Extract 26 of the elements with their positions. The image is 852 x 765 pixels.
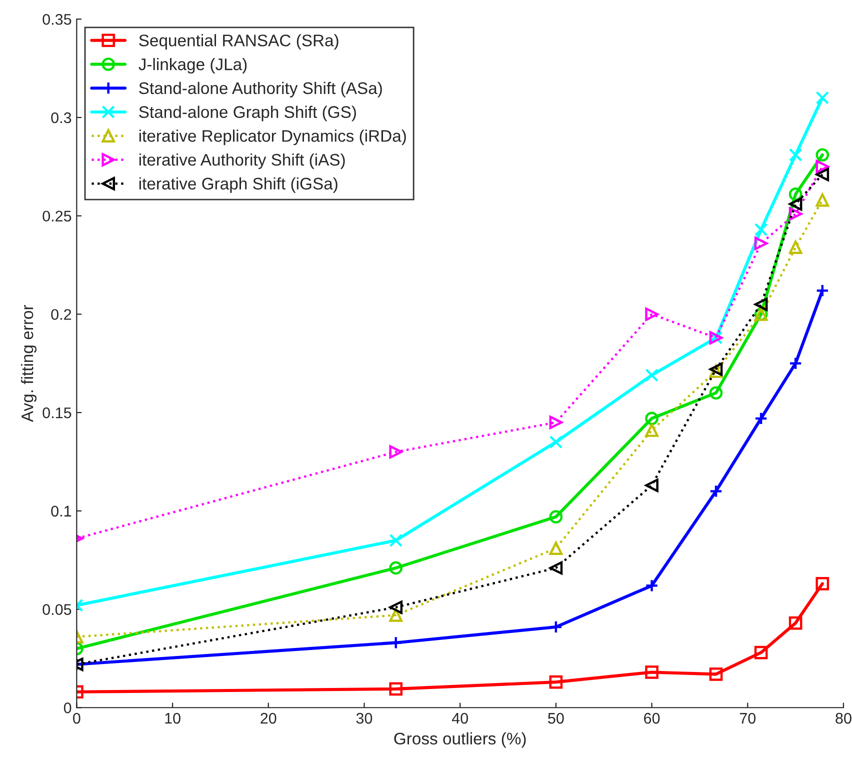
y-tick-label: 0.35 (42, 14, 72, 25)
x-tick-label: 60 (644, 712, 660, 724)
x-axis-title: Gross outliers (%) (394, 732, 526, 748)
legend-label: Sequential RANSAC (SRa) (139, 34, 338, 50)
y-tick-label: 0 (64, 702, 72, 714)
legend-label: J-linkage (JLa) (138, 58, 247, 74)
x-tick-label: 0 (73, 712, 80, 724)
legend-label: iterative Authority Shift (iAS) (139, 153, 345, 170)
x-tick-label: 80 (836, 712, 852, 724)
x-tick-label: 20 (260, 712, 276, 724)
legend-label: Stand-alone Graph Shift (GS) (139, 106, 356, 122)
y-axis-title: Avg. fitting error (20, 304, 37, 422)
legend-label: iterative Graph Shift (iGSa) (139, 177, 338, 193)
legend-label: Stand-alone Authority Shift (ASa) (139, 82, 382, 98)
y-tick-label: 0.1 (51, 506, 72, 517)
x-tick-label: 30 (356, 712, 372, 724)
y-tick-label: 0.15 (42, 407, 72, 418)
y-tick-label: 0.05 (42, 604, 72, 615)
x-tick-label: 50 (548, 712, 564, 724)
x-tick-label: 70 (740, 712, 756, 724)
x-tick-label: 40 (452, 712, 468, 724)
legend-label: iterative Replicator Dynamics (iRDa) (139, 130, 406, 146)
y-tick-label: 0.3 (51, 112, 72, 124)
y-tick-label: 0.2 (51, 309, 72, 320)
x-tick-label: 10 (165, 712, 180, 724)
y-tick-label: 0.25 (42, 210, 72, 222)
